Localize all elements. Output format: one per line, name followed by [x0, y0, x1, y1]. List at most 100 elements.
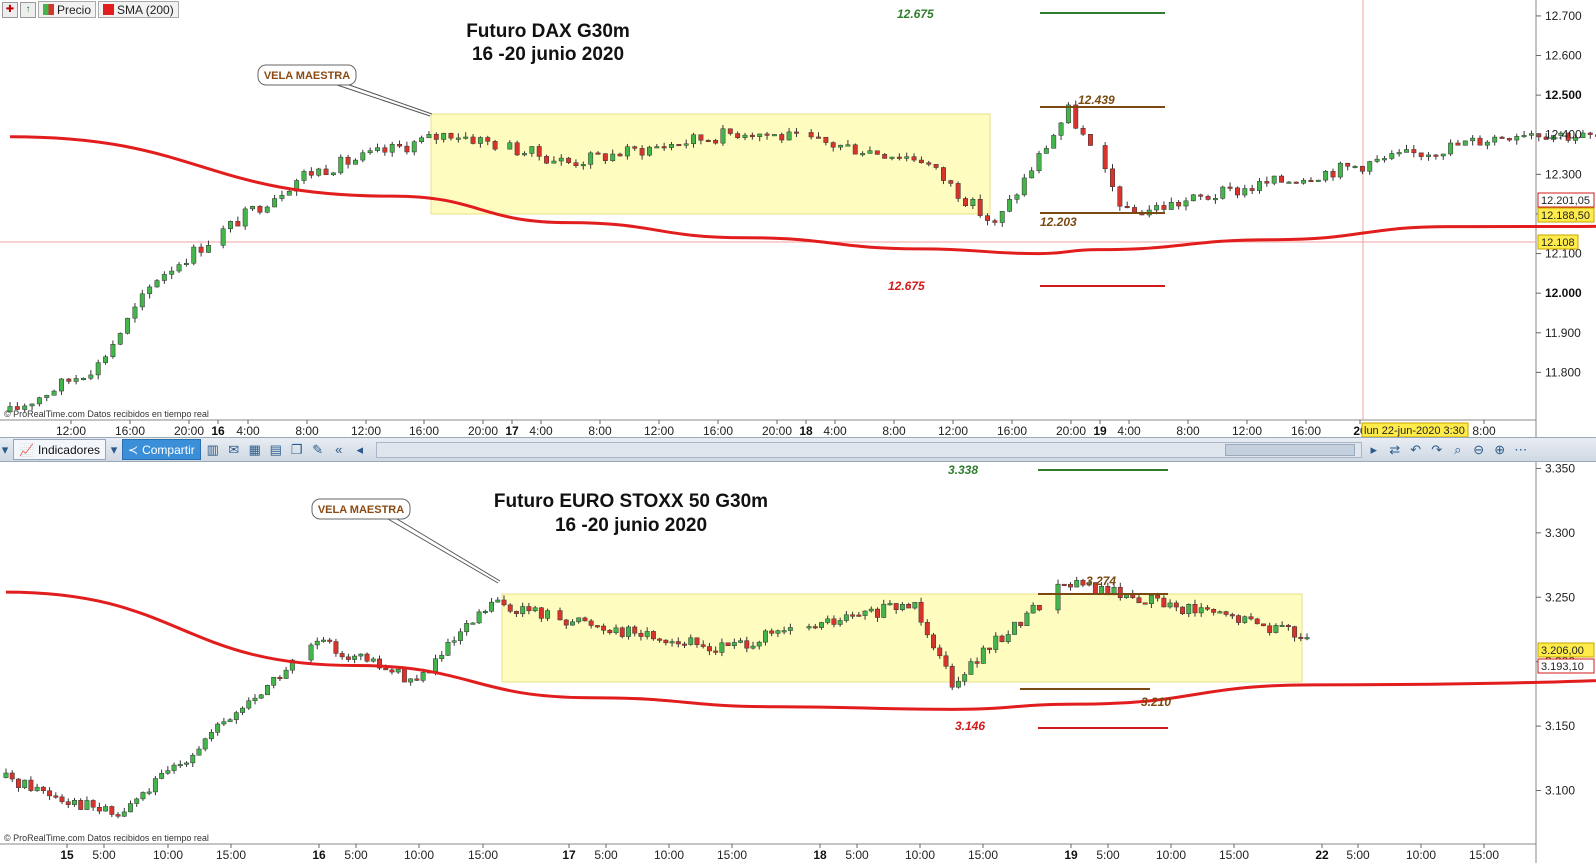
time-tick-label: 16:00 [409, 424, 439, 437]
candle [1220, 185, 1226, 200]
candle [875, 607, 880, 622]
candle [36, 396, 42, 407]
candle [330, 172, 336, 177]
candle [161, 271, 167, 284]
legend-sma[interactable]: SMA (200) [98, 1, 179, 18]
indicators-dropdown-icon[interactable]: ▾ [110, 441, 118, 457]
candle [1161, 201, 1167, 213]
close-panel-icon[interactable]: ✚ [2, 1, 18, 18]
candle [1055, 579, 1061, 614]
time-tick-label: 20:00 [468, 424, 498, 437]
zoom-fit-icon[interactable]: ⌕ [1454, 441, 1462, 457]
candle [95, 359, 101, 380]
redo-icon[interactable]: ↷ [1431, 441, 1443, 457]
candle [286, 189, 292, 196]
candle [1565, 132, 1571, 143]
candle [1304, 633, 1310, 641]
tools-icon[interactable]: ✎ [312, 441, 324, 457]
candle [694, 637, 700, 648]
indicators-icon: 📈 [19, 442, 34, 457]
comment-icon[interactable]: ✉ [228, 441, 240, 457]
candle [44, 394, 50, 402]
undo-icon[interactable]: ↶ [1410, 441, 1422, 457]
candle [644, 627, 650, 640]
price-candles [7, 100, 1596, 413]
candle [196, 746, 202, 756]
candle [837, 617, 843, 627]
candle [970, 197, 976, 210]
scroll-left-fast-icon[interactable]: « [335, 442, 343, 457]
zoom-in-icon[interactable]: ⊕ [1494, 441, 1506, 457]
dropdown-arrow-icon[interactable]: ▾ [1, 441, 9, 457]
credit-text: © ProRealTime.com Datos recibidos en tie… [4, 833, 209, 843]
time-scrollbar[interactable] [375, 441, 1362, 458]
scroll-left-icon[interactable]: ◂ [356, 441, 364, 457]
candle [367, 147, 373, 155]
grid-icon[interactable]: ▤ [269, 441, 282, 457]
candle [1068, 582, 1073, 591]
candle [1204, 604, 1210, 611]
candle [1242, 184, 1248, 198]
candle [489, 598, 495, 613]
time-tick-label: 4:00 [529, 424, 553, 437]
candle [769, 628, 775, 637]
candle [1426, 151, 1431, 161]
time-tick-label: 17 [562, 848, 576, 862]
refresh-icon[interactable]: ⇄ [1389, 441, 1401, 457]
scrollbar-thumb[interactable] [1224, 443, 1355, 456]
candle [617, 152, 623, 157]
candle [109, 805, 115, 818]
time-tick-label: 10:00 [153, 848, 183, 862]
more-icon[interactable]: ⋯ [1514, 441, 1528, 457]
move-panel-icon[interactable]: ↑ [20, 1, 36, 18]
candle [860, 151, 866, 157]
level-label-top: 12.675 [897, 7, 934, 21]
candle [868, 606, 874, 613]
candle [1323, 169, 1329, 183]
candle [1345, 162, 1351, 171]
zoom-out-icon[interactable]: ⊖ [1473, 441, 1485, 457]
candle [1018, 621, 1024, 628]
calculator-icon[interactable]: ▦ [248, 441, 261, 457]
candle [1190, 193, 1196, 202]
candle [397, 140, 403, 149]
bar-chart-icon[interactable]: ▥ [206, 441, 219, 457]
scroll-right-icon[interactable]: ▸ [1370, 441, 1378, 457]
candle [206, 240, 211, 253]
candle [103, 804, 109, 812]
candle [1448, 139, 1454, 157]
candle [470, 134, 476, 145]
candle [370, 656, 376, 663]
candle [401, 668, 407, 683]
window-icon[interactable]: ❐ [290, 441, 303, 457]
time-tick-label: 5:00 [1096, 848, 1120, 862]
legend-price[interactable]: Precio [38, 1, 97, 18]
candle [103, 354, 108, 365]
share-button[interactable]: ≺ Compartir [122, 439, 201, 460]
candle [750, 641, 756, 650]
candle [345, 653, 351, 662]
candle [638, 629, 644, 641]
candle [771, 134, 777, 137]
price-tick-label: 3.100 [1545, 783, 1575, 797]
candle [1285, 623, 1291, 631]
candle [999, 211, 1005, 227]
candle [688, 634, 694, 646]
candle [1110, 164, 1115, 192]
candle [53, 792, 59, 799]
price-tick-label: 11.900 [1545, 326, 1581, 340]
time-tick-label: 5:00 [1346, 848, 1370, 862]
candle [176, 261, 182, 273]
candle [1043, 145, 1049, 154]
candle [22, 779, 28, 790]
candle [360, 149, 366, 163]
candle [906, 602, 912, 609]
candle [613, 624, 619, 635]
candle [1186, 603, 1192, 618]
time-tick-label: 8:00 [1472, 424, 1496, 437]
indicators-button[interactable]: 📈 Indicadores [13, 439, 106, 460]
price-tick-label: 3.250 [1545, 590, 1575, 604]
candle [1382, 155, 1387, 163]
candle [1389, 150, 1395, 161]
candle [987, 647, 992, 654]
